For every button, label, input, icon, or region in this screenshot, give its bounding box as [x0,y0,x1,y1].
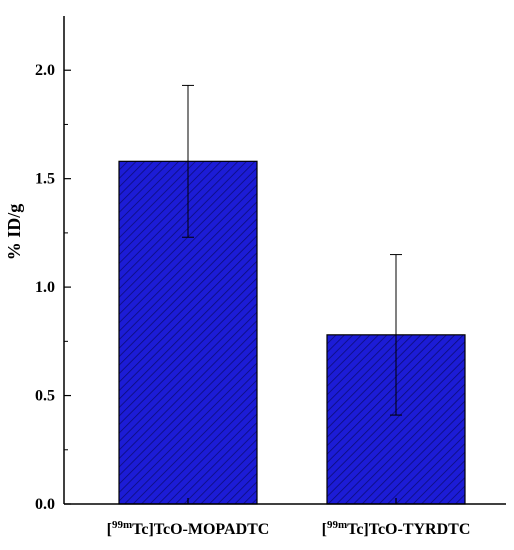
y-tick-label: 1.0 [35,279,55,296]
y-tick-label: 2.0 [35,62,55,79]
x-tick-label: [99mTc]TcO-TYRDTC [322,519,471,538]
y-tick-label: 1.5 [35,171,55,188]
y-axis-title: % ID/g [4,204,24,261]
y-tick-label: 0.5 [35,388,55,405]
y-tick-label: 0.0 [35,496,55,513]
x-tick-label: [99mTc]TcO-MOPADTC [107,519,270,538]
